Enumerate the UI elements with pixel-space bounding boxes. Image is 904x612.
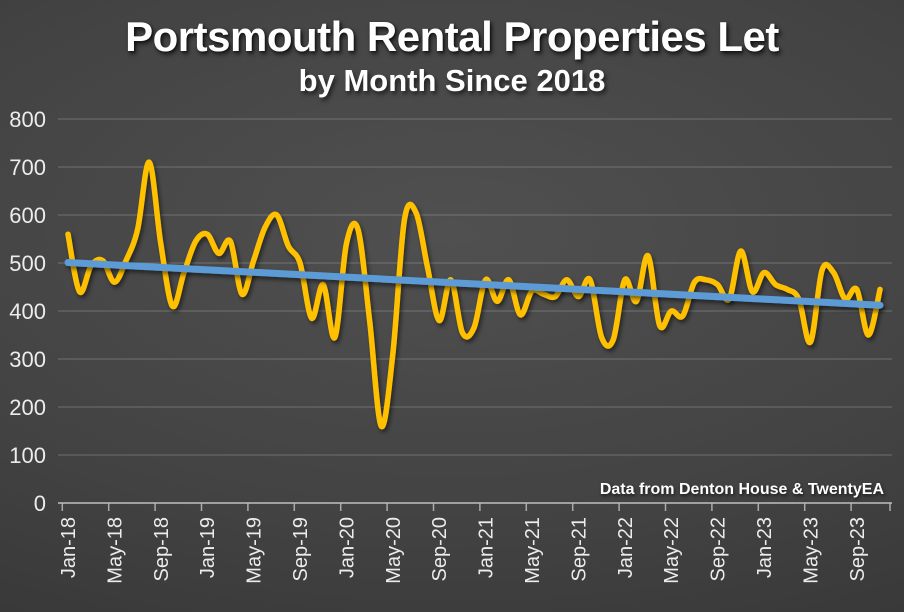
y-axis-label: 500	[9, 251, 46, 276]
y-axis-label: 600	[9, 203, 46, 228]
chart-subtitle: by Month Since 2018	[298, 63, 606, 98]
x-axis-label: May-23	[800, 517, 822, 584]
chart-title: Portsmouth Rental Properties Let	[125, 13, 779, 60]
x-axis-label: May-18	[104, 517, 126, 584]
y-axis-label: 0	[34, 491, 46, 516]
x-axis-label: May-19	[244, 517, 266, 584]
y-axis-label: 200	[9, 395, 46, 420]
y-axis-label: 300	[9, 347, 46, 372]
y-axis-label: 800	[9, 107, 46, 132]
data-line-properties-let	[65, 159, 883, 430]
x-axis-label: Jan-18	[58, 517, 80, 578]
y-axis-label: 700	[9, 155, 46, 180]
x-axis-label: Sep-20	[429, 517, 451, 582]
x-axis-label: Sep-23	[847, 517, 869, 582]
x-axis-label: Sep-21	[568, 517, 590, 582]
y-axis-label: 100	[9, 443, 46, 468]
data-source-annotation: Data from Denton House & TwentyEA	[599, 481, 884, 498]
x-axis-label: Jan-19	[197, 517, 219, 578]
x-axis-label: Jan-22	[615, 517, 637, 578]
x-axis-label: Jan-20	[336, 517, 358, 578]
x-axis-label: May-20	[383, 517, 405, 584]
x-axis-label: Sep-22	[708, 517, 730, 582]
y-axis-label: 400	[9, 299, 46, 324]
x-axis-label: Jan-23	[754, 517, 776, 578]
x-axis-label: Jan-21	[476, 517, 498, 578]
x-axis-label: Sep-19	[290, 517, 312, 582]
x-axis-label: May-22	[661, 517, 683, 584]
x-axis-label: Sep-18	[151, 517, 173, 582]
x-axis-label: May-21	[522, 517, 544, 584]
trend-line	[64, 259, 884, 309]
